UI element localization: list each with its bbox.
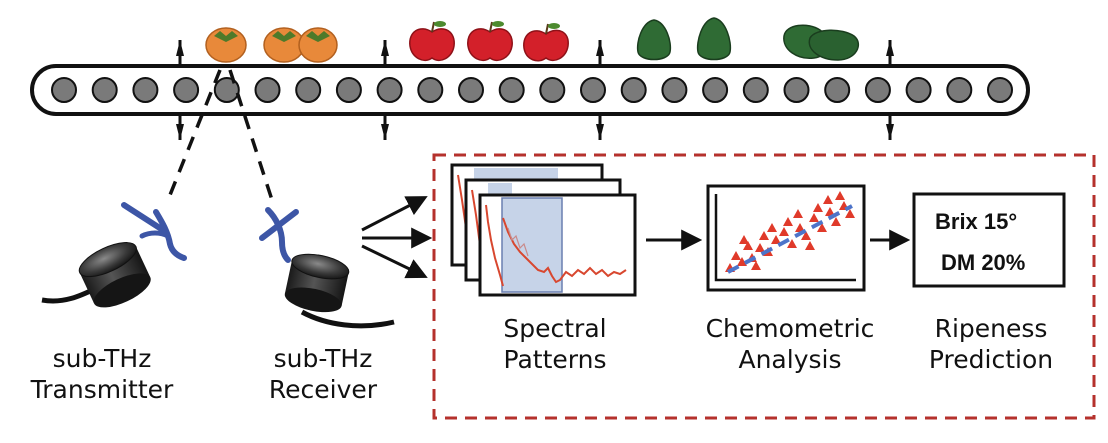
receiver-label: sub-THz Receiver [258,343,388,405]
plot-axes [714,194,856,282]
conveyor-belt [30,40,1030,140]
scatter-triangle [755,243,765,252]
belt-rollers [51,77,1013,103]
belt-roller [742,77,769,103]
chemometric-label-line-1: Chemometric [705,314,875,343]
scatter-triangle [823,195,833,204]
belt-roller [580,77,606,103]
fit-line [727,204,853,274]
scatter-triangle [805,241,815,250]
prediction-box [912,192,1066,288]
avocado-1 [636,19,672,61]
processing-box [432,153,1096,420]
transmitter-antenna [121,202,187,261]
belt-roller [173,77,200,103]
chemometric-label-line-2: Analysis [738,345,842,374]
scatter-triangle [759,231,769,240]
dry-matter-value: DM 20% [941,250,1026,275]
receiver-cable [300,309,395,329]
belt-roller [987,77,1013,103]
transmitter-label: sub-THz Transmitter [22,343,182,405]
scatter-triangle [743,241,753,250]
scatter-triangle [835,191,845,200]
avocado-2 [696,17,732,61]
persimmon-2 [263,27,305,63]
scatter-triangle [845,209,855,218]
belt-roller [620,77,647,103]
scatter-triangle [831,217,841,226]
scatter-triangle [737,257,747,266]
belt-roller [91,77,118,103]
belt-roller [702,77,729,103]
scatter-triangle [825,207,835,216]
receiver-label-line-2: Receiver [268,375,378,404]
receiver-label-line-1: sub-THz [273,344,373,373]
spectral-panels [450,163,637,297]
receiver-antenna [259,207,299,263]
scatter-triangle [739,235,749,244]
belt-roller [661,77,688,103]
apple-3 [523,23,569,62]
scatter-triangle [793,209,803,218]
transmitter-device [41,202,187,308]
apple-2 [467,21,513,62]
belt-roller [539,77,566,103]
scatter-triangle [787,239,797,248]
belt-outline [30,64,1030,116]
belt-roller [905,77,932,103]
belt-roller [864,77,891,103]
belt-roller [458,77,484,103]
belt-roller [254,77,281,103]
chemometric-plot [706,184,866,292]
scatter-triangle [801,231,811,240]
belt-roller [498,77,525,103]
receiver-device [259,207,395,329]
scatter-triangle [779,227,789,236]
spectral-label: Spectral Patterns [480,313,630,375]
receiver-arrows [361,196,433,279]
scatter-triangle [731,251,741,260]
belt-roller [824,77,851,103]
belt-roller [783,77,810,103]
ripeness-label-line-1: Ripeness [934,314,1048,343]
scatter-triangle [795,223,805,232]
belt-dividers [176,40,894,140]
scatter-triangle [771,235,781,244]
persimmon-1 [205,27,247,63]
belt-roller [295,77,322,103]
scatter-triangle [751,261,761,270]
transmitter-label-line-1: sub-THz [52,344,152,373]
transmitter-label-line-2: Transmitter [30,375,174,404]
belt-roller [376,77,403,103]
apple-1 [409,21,455,62]
produce-items [205,17,859,63]
scatter-triangle [813,203,823,212]
belt-roller [213,77,240,103]
scatter-triangle [809,213,819,222]
spectral-label-line-2: Patterns [503,345,607,374]
spectral-label-line-1: Spectral [503,314,607,343]
spectrum-panel-front [478,193,637,297]
avocado-4 [808,29,859,61]
scatter-triangle [817,223,827,232]
chemometric-label: Chemometric Analysis [690,313,890,375]
scatter-triangle [783,217,793,226]
belt-roller [335,77,362,103]
belt-roller [51,77,77,103]
brix-value: Brix 15° [935,209,1018,234]
persimmon-3 [298,27,338,63]
ripeness-label-line-2: Prediction [928,345,1054,374]
scatter-triangle [767,223,777,232]
belt-roller [946,77,973,103]
belt-roller [132,77,159,103]
ripeness-label: Ripeness Prediction [908,313,1074,375]
belt-roller [417,77,444,103]
